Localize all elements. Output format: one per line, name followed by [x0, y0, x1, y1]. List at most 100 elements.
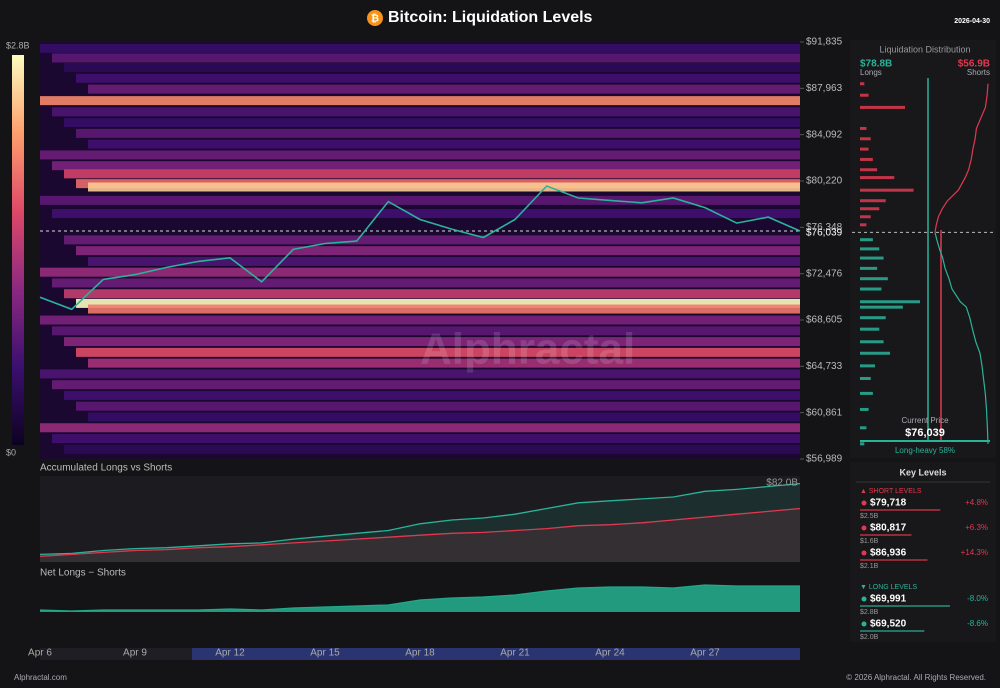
current-price-label: $76,039: [806, 228, 843, 239]
longs-bar: [860, 426, 867, 430]
liquidation-band: [52, 380, 800, 390]
longs-name: Longs: [860, 68, 882, 77]
shorts-name: Shorts: [967, 68, 990, 77]
longs-bar: [860, 256, 884, 260]
liquidation-band: [40, 315, 800, 325]
x-tick-label: Apr 21: [500, 648, 530, 659]
liquidation-band: [40, 195, 800, 205]
x-tick-label: Apr 27: [690, 648, 720, 659]
level-change: +4.8%: [965, 498, 988, 507]
longs-bar: [860, 300, 920, 304]
level-price: $80,817: [870, 523, 907, 534]
level-size: $2.0B: [860, 634, 879, 641]
liquidation-band: [64, 63, 800, 73]
longs-bar: [860, 351, 890, 355]
distribution-title: Liquidation Distribution: [879, 44, 970, 54]
liquidation-band: [64, 444, 800, 454]
shorts-bar: [860, 105, 905, 109]
shorts-bar: [860, 188, 914, 192]
longs-bar: [860, 305, 903, 309]
y-tick-label: $80,220: [806, 176, 843, 187]
level-change: +6.3%: [965, 523, 988, 532]
level-size: $2.8B: [860, 609, 879, 616]
liquidation-band: [88, 412, 800, 422]
liquidation-band: [76, 73, 800, 83]
footer-right: © 2026 Alphractal. All Rights Reserved.: [846, 673, 986, 682]
bitcoin-icon: [367, 10, 383, 26]
liquidation-band: [88, 84, 800, 94]
level-dot: [861, 596, 867, 602]
liquidation-band: [88, 256, 800, 266]
liquidation-band: [76, 128, 800, 138]
liquidation-band: [40, 267, 800, 277]
y-tick-label: $72,476: [806, 268, 843, 279]
longs-bar: [860, 287, 882, 291]
level-price: $79,718: [870, 498, 907, 509]
shorts-bar: [860, 157, 873, 161]
area-fill: [40, 483, 800, 562]
level-dot: [861, 500, 867, 506]
level-change: +14.3%: [961, 548, 988, 557]
liquidation-band: [52, 209, 800, 219]
longs-bar: [860, 238, 873, 242]
liquidation-band: [40, 369, 800, 379]
shorts-cumulative: [934, 83, 989, 233]
level-change: -8.6%: [967, 619, 988, 628]
liquidation-band: [52, 434, 800, 444]
section-title: ▼ LONG LEVELS: [860, 584, 917, 591]
key-levels-title: Key Levels: [899, 467, 946, 477]
liquidation-band: [64, 337, 800, 347]
shorts-bar: [860, 147, 869, 151]
watermark: Alphractal: [420, 325, 635, 374]
bitcoin-symbol: ₿: [371, 13, 379, 25]
y-tick-label: $84,092: [806, 129, 843, 140]
section-title: ▲ SHORT LEVELS: [860, 488, 922, 495]
liquidation-band: [52, 107, 800, 117]
current-price-value: $76,039: [905, 427, 945, 439]
liquidation-band: [76, 401, 800, 411]
color-bar: [12, 55, 24, 445]
y-tick-label: $87,963: [806, 83, 843, 94]
level-bar: [860, 534, 912, 536]
longs-bar: [860, 277, 888, 281]
x-tick-label: Apr 24: [595, 648, 625, 659]
liquidation-band: [52, 53, 800, 63]
level-price: $69,991: [870, 594, 907, 605]
level-bar: [860, 605, 950, 607]
area-line: [39, 584, 800, 612]
x-tick-label: Apr 15: [310, 648, 340, 659]
level-size: $2.1B: [860, 563, 879, 570]
liquidation-band: [88, 139, 800, 149]
liquidation-band: [64, 235, 800, 245]
longs-bar: [860, 376, 871, 380]
y-tick-label: $64,733: [806, 361, 843, 372]
liquidation-band: [64, 118, 800, 128]
liquidation-band: [52, 161, 800, 171]
panel-title: Net Longs − Shorts: [40, 568, 126, 579]
liquidation-band: [40, 43, 800, 53]
y-tick-label: $68,605: [806, 315, 843, 326]
liquidation-band: [52, 326, 800, 336]
liquidation-band: [88, 304, 800, 314]
shorts-bar: [860, 137, 871, 141]
x-tick-label: Apr 12: [215, 648, 245, 659]
page-title: Bitcoin: Liquidation Levels: [388, 9, 593, 26]
shorts-bar: [860, 207, 880, 211]
level-size: $2.5B: [860, 513, 879, 520]
level-dot: [861, 621, 867, 627]
scrollbar-thumb[interactable]: [192, 648, 800, 660]
level-price: $86,936: [870, 548, 907, 559]
area-line: [39, 482, 801, 556]
y-tick-label: $91,835: [806, 37, 843, 48]
end-label: $82.0B: [766, 478, 798, 489]
footer-left: Alphractal.com: [14, 673, 67, 682]
longs-bar: [860, 340, 884, 344]
level-price: $69,520: [870, 619, 907, 630]
shorts-bar: [860, 199, 886, 203]
longs-total: $78.8B: [860, 59, 892, 70]
color-bar-label: $0: [6, 447, 16, 457]
level-size: $1.6B: [860, 538, 879, 545]
liquidation-band: [76, 347, 800, 357]
y-tick-label: $76,348: [806, 222, 843, 233]
x-tick-label: Apr 6: [28, 648, 52, 659]
